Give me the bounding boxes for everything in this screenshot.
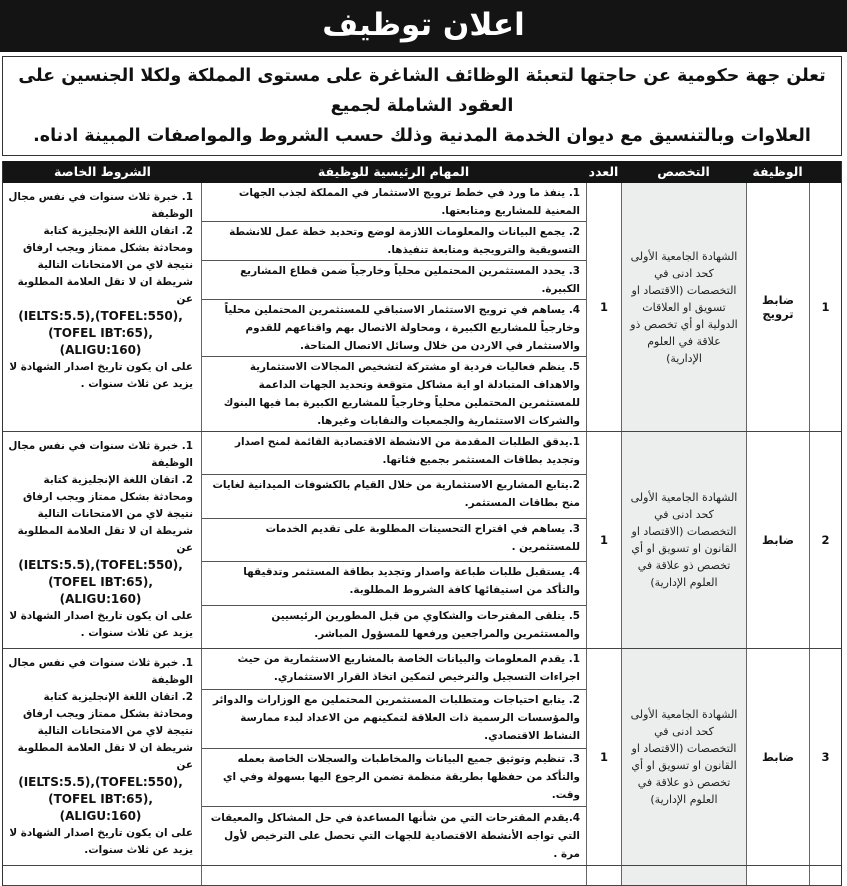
job-title: ضابط: [746, 432, 809, 648]
condition-scores-2: (TOFEL IBT:65),(ALIGU:160): [48, 792, 153, 823]
header-conditions: الشروط الخاصة: [54, 164, 151, 179]
conditions-cell: [4, 866, 201, 885]
intro-text: تعلن جهة حكومية عن حاجتها لتعبئة الوظائف…: [2, 56, 842, 156]
table-header: الوظيفة التخصص العدد المهام الرئيسية للو…: [3, 161, 841, 183]
vacancy-count-cell: [586, 866, 621, 885]
table-row: 2 ضابط الشهادة الجامعية الأولى كحد ادنى …: [3, 432, 841, 649]
condition-scores-1: (IELTS:5.5),(TOFEL:550),: [18, 775, 183, 789]
condition-certificate-date: على ان يكون تاريخ اصدار الشهادة لا يزيد …: [9, 610, 193, 639]
task-item: 5. يتلقى المقترحات والشكاوي من قبل المطو…: [271, 609, 580, 640]
condition-english: 2. اتقان اللغة الإنجليزية كتابة ومحادثة …: [17, 225, 193, 305]
condition-experience: 1. خبرة ثلاث سنوات في نفس مجال الوظيفة: [8, 657, 193, 686]
condition-certificate-date: على ان يكون تاريخ اصدار الشهادة لا يزيد …: [9, 827, 193, 856]
tasks-list: 1.يدقق الطلبات المقدمة من الانشطة الاقتص…: [201, 432, 586, 648]
job-title-cell: [746, 866, 809, 885]
header-job: الوظيفة: [752, 164, 803, 179]
task-item: 2.يتابع المشاريع الاستثمارية من خلال الق…: [202, 475, 586, 519]
task-item: 3. يحدد المستثمرين المحتملين محلياً وخار…: [202, 261, 586, 300]
task-item: 4.يقدم المقترحات التي من شأنها المساعدة …: [210, 812, 580, 861]
task-item: 3. تنظيم وتوثيق جميع البيانات والمخاطبات…: [202, 749, 586, 808]
vacancy-count: 1: [586, 649, 621, 865]
tasks-cell: [201, 866, 586, 885]
task-item: 1. يقدم المعلومات والبيانات الخاصة بالمش…: [202, 649, 586, 690]
condition-english: 2. اتقان اللغة الإنجليزية كتابة ومحادثة …: [17, 474, 193, 554]
jobs-table: الوظيفة التخصص العدد المهام الرئيسية للو…: [2, 161, 842, 886]
intro-line-2: العلاوات وبالتنسيق مع ديوان الخدمة المدن…: [33, 126, 811, 146]
condition-scores-2: (TOFEL IBT:65),(ALIGU:160): [48, 575, 153, 606]
row-number: 2: [809, 432, 841, 648]
header-specialization: التخصص: [657, 164, 710, 179]
intro-line-1: تعلن جهة حكومية عن حاجتها لتعبئة الوظائف…: [18, 66, 826, 116]
specialization: الشهادة الجامعية الأولى كحد ادنى في التخ…: [621, 432, 746, 648]
condition-certificate-date: على ان يكون تاريخ اصدار الشهادة لا يزيد …: [9, 361, 193, 390]
job-title: ضابط: [746, 649, 809, 865]
tasks-list: 1. ينفذ ما ورد في خطط ترويج الاستثمار في…: [201, 183, 586, 431]
condition-scores-2: (TOFEL IBT:65),(ALIGU:160): [48, 326, 153, 357]
condition-scores-1: (IELTS:5.5),(TOFEL:550),: [18, 309, 183, 323]
ad-title: اعلان توظيف: [0, 0, 847, 52]
task-item: 5. ينظم فعاليات فردية او مشتركة لتشخيص ا…: [223, 361, 580, 427]
special-conditions: 1. خبرة ثلاث سنوات في نفس مجال الوظيفة 2…: [4, 183, 201, 431]
task-item: 2. يتابع احتياجات ومتطلبات المستثمرين ال…: [202, 690, 586, 749]
table-row: 3 ضابط الشهادة الجامعية الأولى كحد ادنى …: [3, 649, 841, 866]
job-title: ضابط ترويج: [746, 183, 809, 431]
vacancy-count: 1: [586, 432, 621, 648]
task-item: 4. يساهم في ترويج الاستثمار الاستباقي لل…: [202, 300, 586, 357]
specialization: الشهادة الجامعية الأولى كحد ادنى في التخ…: [621, 183, 746, 431]
specialization-cell: [621, 866, 746, 885]
header-count: العدد: [588, 164, 619, 179]
task-item: 3. يساهم في اقتراح التحسينات المطلوبة عل…: [202, 519, 586, 563]
special-conditions: 1. خبرة ثلاث سنوات في نفس مجال الوظيفة 2…: [4, 649, 201, 865]
tasks-list: 1. يقدم المعلومات والبيانات الخاصة بالمش…: [201, 649, 586, 865]
condition-experience: 1. خبرة ثلاث سنوات في نفس مجال الوظيفة: [8, 440, 193, 469]
specialization: الشهادة الجامعية الأولى كحد ادنى في التخ…: [621, 649, 746, 865]
header-tasks: المهام الرئيسية للوظيفة: [317, 164, 470, 179]
row-number: 3: [809, 649, 841, 865]
row-number: 1: [809, 183, 841, 431]
condition-scores-1: (IELTS:5.5),(TOFEL:550),: [18, 558, 183, 572]
task-item: 1.يدقق الطلبات المقدمة من الانشطة الاقتص…: [202, 432, 586, 476]
task-item: 1. ينفذ ما ورد في خطط ترويج الاستثمار في…: [202, 183, 586, 222]
vacancy-count: 1: [586, 183, 621, 431]
condition-english: 2. اتقان اللغة الإنجليزية كتابة ومحادثة …: [17, 691, 193, 771]
special-conditions: 1. خبرة ثلاث سنوات في نفس مجال الوظيفة 2…: [4, 432, 201, 648]
task-item: 2. يجمع البيانات والمعلومات اللازمة لوضع…: [202, 222, 586, 261]
task-item: 4. يستقبل طلبات طباعة واصدار وتجديد بطاق…: [202, 562, 586, 606]
table-row-partial: [3, 866, 841, 886]
table-row: 1 ضابط ترويج الشهادة الجامعية الأولى كحد…: [3, 183, 841, 432]
condition-experience: 1. خبرة ثلاث سنوات في نفس مجال الوظيفة: [8, 191, 193, 220]
header-number: [809, 161, 841, 183]
row-number-cell: [809, 866, 841, 885]
